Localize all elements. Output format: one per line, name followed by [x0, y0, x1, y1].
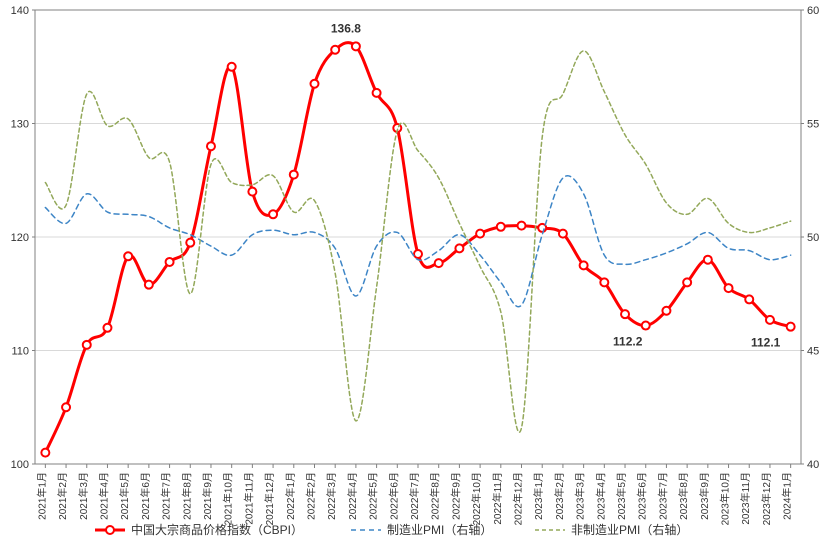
x-tick-label: 2023年11月 [739, 472, 752, 525]
x-tick-label: 2023年8月 [677, 472, 690, 520]
series-cbpi-marker [787, 323, 795, 331]
series-cbpi-marker [248, 188, 256, 196]
x-tick-label: 2022年9月 [449, 472, 462, 520]
series-cbpi-marker [497, 223, 505, 231]
x-tick-label: 2023年12月 [760, 472, 773, 525]
x-tick-label: 2023年1月 [532, 472, 545, 520]
x-tick-label: 2023年3月 [574, 472, 587, 520]
series-cbpi-marker [41, 449, 49, 457]
x-tick-label: 2021年9月 [201, 472, 214, 520]
x-tick-label: 2023年6月 [636, 472, 649, 520]
x-tick-label: 2021年7月 [160, 472, 173, 520]
series-cbpi-marker [145, 281, 153, 289]
x-tick-label: 2021年8月 [180, 472, 193, 520]
x-tick-label: 2021年2月 [56, 472, 69, 520]
series-cbpi-marker [62, 403, 70, 411]
series-cbpi-marker [559, 230, 567, 238]
series-cbpi-marker [704, 256, 712, 264]
series-cbpi-marker [766, 316, 774, 324]
annotation-label: 112.2 [613, 335, 643, 349]
x-tick-label: 2021年4月 [97, 472, 110, 520]
annotation-label: 136.8 [331, 21, 361, 35]
series-cbpi-marker [352, 42, 360, 50]
legend-label-cbpi: 中国大宗商品价格指数（CBPI） [131, 522, 303, 537]
series-cbpi-marker [662, 307, 670, 315]
x-tick-label: 2021年5月 [118, 472, 131, 520]
x-tick-label: 2022年11月 [491, 472, 504, 525]
x-tick-label: 2022年4月 [346, 472, 359, 520]
series-cbpi-marker [207, 142, 215, 150]
x-tick-label: 2021年3月 [77, 472, 90, 520]
series-cbpi-marker [580, 261, 588, 269]
legend-label-nonmfg_pmi: 非制造业PMI（右轴） [571, 522, 688, 537]
series-cbpi-marker [124, 252, 132, 260]
y-right-tick-label: 55 [807, 119, 819, 131]
x-tick-label: 2022年5月 [367, 472, 380, 520]
x-tick-label: 2023年10月 [719, 472, 732, 525]
legend-label-mfg_pmi: 制造业PMI（右轴） [387, 522, 492, 537]
x-tick-label: 2023年7月 [656, 472, 669, 520]
series-cbpi-marker [228, 63, 236, 71]
dual-axis-line-chart: 100 110 120 130 140 40 45 50 55 60 2021年1月 2021年2月 2… [0, 0, 831, 544]
x-tick-label: 2022年12月 [512, 472, 525, 525]
x-tick-label: 2021年11月 [242, 472, 255, 525]
series-cbpi-marker [518, 222, 526, 230]
x-tick-label: 2023年5月 [615, 472, 628, 520]
series-cbpi-marker [725, 284, 733, 292]
series-cbpi-marker [600, 278, 608, 286]
series-cbpi-marker [414, 250, 422, 258]
y-left-tick-label: 130 [11, 119, 29, 131]
series-cbpi-marker [83, 341, 91, 349]
series-cbpi-marker [435, 259, 443, 267]
series-cbpi-marker [621, 310, 629, 318]
series-cbpi-marker [331, 46, 339, 54]
series-cbpi-marker [642, 322, 650, 330]
y-right-tick-label: 60 [807, 5, 819, 17]
y-left-tick-label: 140 [11, 5, 29, 17]
annotation-label: 112.1 [751, 336, 781, 350]
x-tick-label: 2021年6月 [139, 472, 152, 520]
x-tick-label: 2022年6月 [387, 472, 400, 520]
series-cbpi-marker [745, 295, 753, 303]
x-tick-label: 2022年2月 [304, 472, 317, 520]
y-left-tick-label: 100 [11, 459, 29, 471]
x-tick-label: 2023年9月 [698, 472, 711, 520]
x-tick-label: 2023年2月 [553, 472, 566, 520]
x-tick-label: 2022年7月 [408, 472, 421, 520]
y-right-tick-label: 45 [807, 346, 819, 358]
x-tick-label: 2022年8月 [429, 472, 442, 520]
series-cbpi-marker [373, 89, 381, 97]
chart-background [0, 0, 831, 544]
series-cbpi-marker [476, 230, 484, 238]
x-tick-label: 2021年10月 [222, 472, 235, 525]
series-cbpi-marker [290, 171, 298, 179]
x-tick-label: 2023年4月 [594, 472, 607, 520]
series-cbpi-marker [310, 80, 318, 88]
y-right-tick-label: 50 [807, 232, 819, 244]
series-cbpi-marker [683, 278, 691, 286]
y-right-tick-label: 40 [807, 459, 819, 471]
series-cbpi-marker [269, 210, 277, 218]
series-cbpi-marker [455, 244, 463, 252]
y-left-tick-label: 110 [11, 346, 29, 358]
y-left-tick-label: 120 [11, 232, 29, 244]
series-cbpi-marker [103, 324, 111, 332]
series-cbpi-marker [186, 239, 194, 247]
x-tick-label: 2022年10月 [470, 472, 483, 525]
x-tick-label: 2024年1月 [781, 472, 794, 520]
series-cbpi-marker [166, 258, 174, 266]
x-tick-label: 2021年1月 [35, 472, 48, 520]
x-tick-label: 2022年1月 [284, 472, 297, 520]
x-tick-label: 2021年12月 [263, 472, 276, 525]
legend-marker-cbpi [106, 526, 114, 534]
x-tick-label: 2022年3月 [325, 472, 338, 520]
